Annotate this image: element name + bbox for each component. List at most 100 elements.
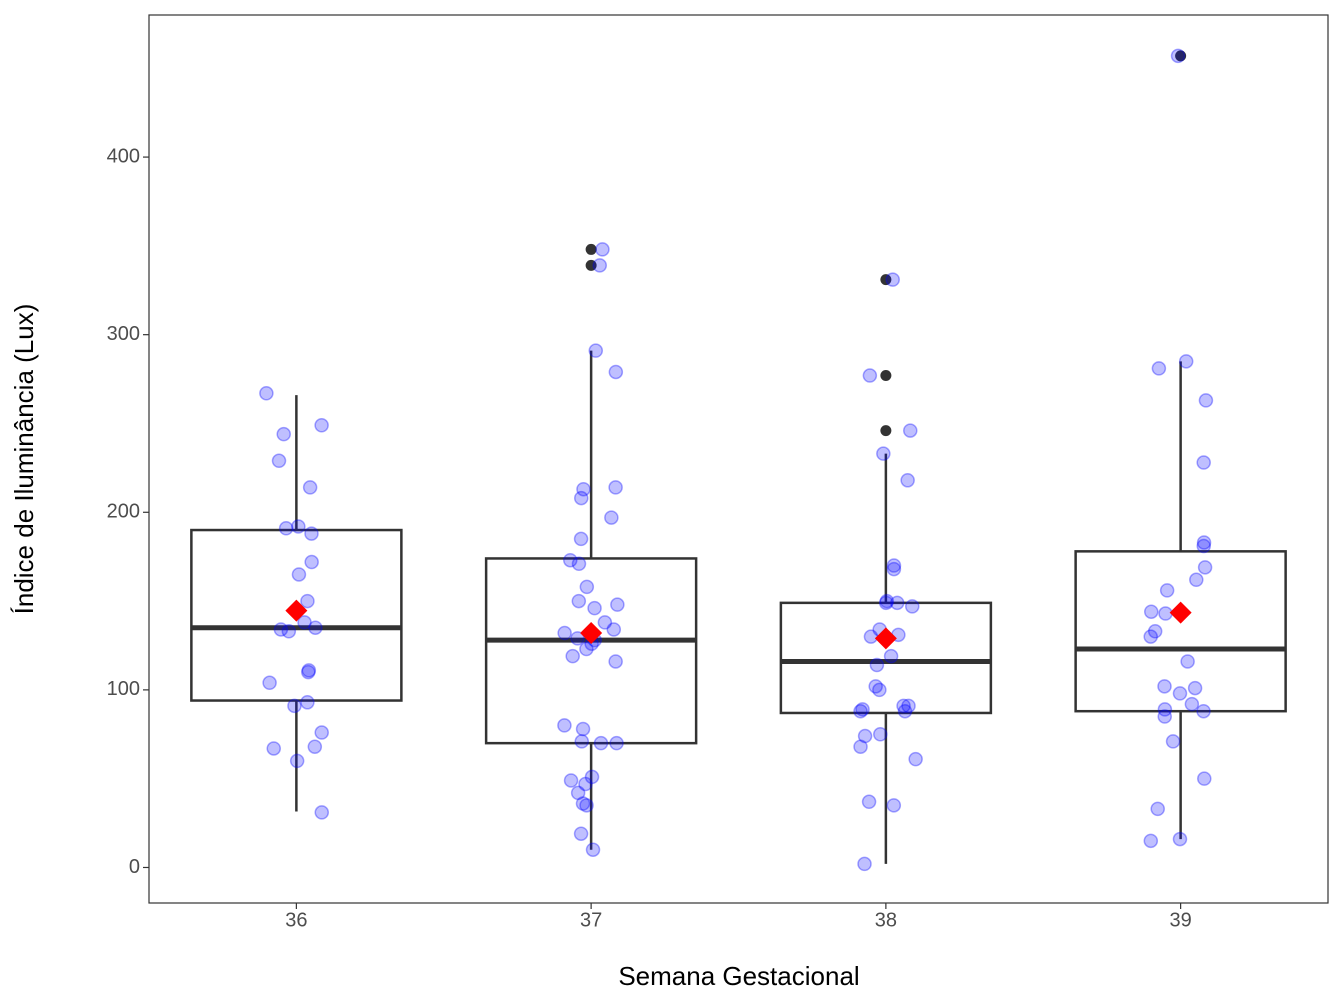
- point: [273, 622, 289, 637]
- outlier: [585, 259, 597, 271]
- point: [1180, 654, 1195, 669]
- point: [604, 510, 619, 525]
- point: [588, 343, 604, 358]
- mean: [285, 599, 308, 622]
- point: [297, 615, 312, 630]
- point: [878, 595, 894, 611]
- point: [904, 599, 920, 614]
- point: [597, 615, 613, 630]
- point: [579, 641, 594, 657]
- point: [314, 805, 330, 820]
- point: [861, 794, 877, 810]
- mean: [1169, 601, 1192, 624]
- point: [1151, 361, 1167, 376]
- point: [314, 418, 329, 433]
- point: [1143, 833, 1159, 849]
- point: [276, 426, 291, 442]
- point: [587, 600, 602, 616]
- point: [886, 558, 902, 573]
- point: [876, 446, 891, 461]
- point: [1170, 48, 1186, 64]
- point: [885, 272, 900, 287]
- outlier: [880, 425, 892, 437]
- point: [300, 695, 315, 710]
- point: [300, 593, 315, 609]
- point: [576, 481, 591, 497]
- point: [304, 526, 319, 541]
- point: [889, 595, 905, 611]
- box: [779, 601, 993, 715]
- x-tick-label: 36: [285, 909, 307, 931]
- point: [262, 675, 277, 691]
- point: [1157, 702, 1173, 717]
- point: [868, 679, 883, 694]
- point: [1184, 696, 1200, 712]
- point: [291, 567, 307, 582]
- point: [595, 242, 610, 257]
- point: [570, 785, 586, 801]
- point: [608, 654, 623, 669]
- point: [1198, 393, 1214, 408]
- point: [573, 826, 589, 841]
- point: [873, 727, 888, 742]
- outlier: [880, 370, 892, 382]
- outlier: [585, 243, 597, 255]
- point: [287, 698, 302, 714]
- x-tick-label: 38: [875, 909, 897, 931]
- y-tick-label: 0: [129, 856, 140, 878]
- point: [266, 741, 281, 756]
- point: [575, 796, 591, 811]
- point: [308, 620, 323, 635]
- box: [1074, 550, 1287, 713]
- point: [908, 751, 923, 767]
- point: [869, 657, 885, 673]
- point: [901, 698, 916, 714]
- point: [1196, 535, 1212, 550]
- point: [259, 386, 274, 401]
- point: [857, 728, 873, 744]
- point: [1157, 679, 1172, 694]
- point: [853, 703, 868, 719]
- point: [301, 664, 316, 680]
- point: [1150, 801, 1165, 817]
- point: [862, 368, 878, 383]
- point: [301, 663, 317, 678]
- point: [1196, 703, 1211, 719]
- point: [304, 554, 319, 570]
- box: [190, 528, 403, 702]
- point: [291, 519, 306, 534]
- point: [608, 364, 624, 380]
- point: [578, 776, 593, 792]
- point: [1172, 686, 1188, 701]
- y-axis-title: Índice de Iluminância (Lux): [9, 304, 39, 615]
- point: [563, 552, 578, 568]
- x-axis-title: Semana Gestacional: [618, 961, 859, 991]
- point: [897, 703, 913, 719]
- point: [281, 624, 297, 639]
- point: [271, 453, 287, 469]
- point: [573, 531, 589, 547]
- outlier: [1175, 50, 1187, 62]
- mean: [874, 627, 897, 650]
- point: [584, 769, 600, 785]
- point: [593, 735, 609, 751]
- point: [1196, 538, 1211, 554]
- point: [863, 629, 879, 644]
- point: [1172, 831, 1188, 847]
- point: [1147, 624, 1163, 639]
- y-tick-label: 300: [107, 323, 140, 345]
- panel: [148, 14, 1329, 904]
- point: [883, 648, 899, 664]
- point: [853, 739, 868, 754]
- point: [610, 597, 625, 612]
- point: [571, 556, 587, 572]
- point: [1158, 606, 1173, 621]
- mean: [580, 622, 603, 645]
- point: [592, 258, 608, 273]
- point: [1189, 572, 1204, 588]
- point: [855, 702, 870, 717]
- point: [1178, 354, 1194, 369]
- point: [900, 473, 915, 488]
